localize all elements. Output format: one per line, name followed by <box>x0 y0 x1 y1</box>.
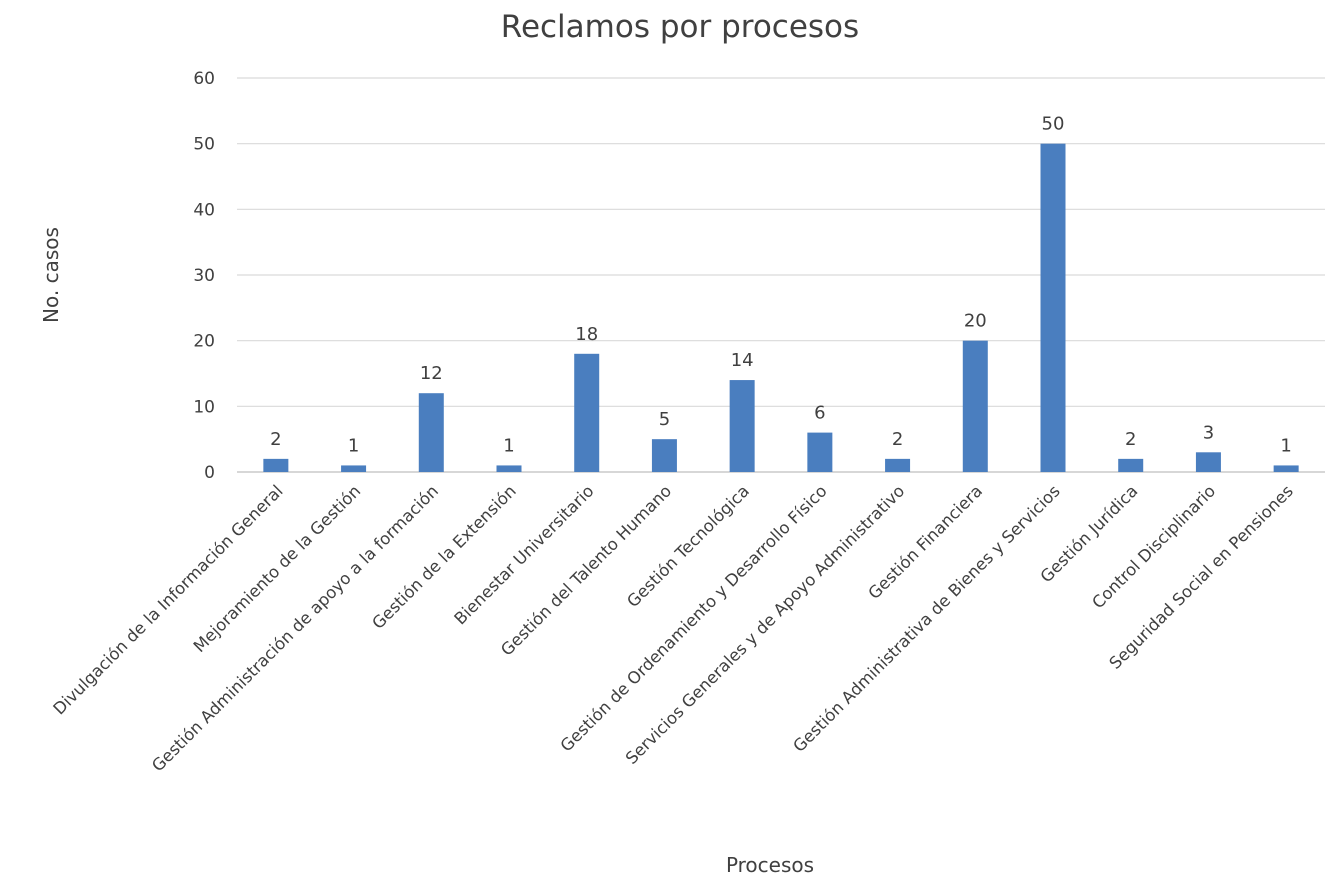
x-category-label: Gestión de Ordenamiento y Desarrollo Fís… <box>557 481 831 755</box>
y-tick-label: 40 <box>193 200 215 220</box>
data-label: 2 <box>1125 429 1136 450</box>
data-label: 14 <box>731 350 754 371</box>
data-label: 50 <box>1042 114 1065 135</box>
data-label: 1 <box>1280 435 1291 456</box>
gridlines <box>237 77 1325 473</box>
bar <box>341 465 367 472</box>
bar <box>651 439 677 472</box>
data-label: 2 <box>270 429 281 450</box>
x-category-label: Gestión del Talento Humano <box>497 481 675 659</box>
bar <box>1273 465 1299 472</box>
bar <box>574 353 600 472</box>
y-axis-title: No. casos <box>39 227 63 323</box>
data-label: 1 <box>503 435 514 456</box>
data-label: 5 <box>659 409 670 430</box>
bar <box>263 458 289 472</box>
y-tick-label: 30 <box>193 266 215 286</box>
data-label: 3 <box>1203 422 1214 443</box>
data-labels: 2 1 12 1 18 5 14 6 2 20 50 2 3 1 <box>270 114 1292 457</box>
x-category-label: Servicios Generales y de Apoyo Administr… <box>622 481 909 768</box>
data-label: 20 <box>964 311 987 332</box>
y-tick-label: 20 <box>193 332 215 352</box>
x-category-label: Bienestar Universitario <box>451 481 598 628</box>
y-tick-label: 60 <box>193 69 215 89</box>
bar <box>1118 458 1144 472</box>
x-axis-categories: Divulgación de la Información GeneralMej… <box>50 481 1297 775</box>
data-label: 6 <box>814 403 825 424</box>
x-category-label: Gestión Administrativa de Bienes y Servi… <box>789 481 1063 755</box>
bar <box>729 380 755 472</box>
y-axis-ticks: 0 10 20 30 40 50 60 <box>193 69 215 483</box>
bar <box>807 432 833 472</box>
bar <box>418 393 444 472</box>
y-tick-label: 10 <box>193 397 215 417</box>
x-category-label: Gestión de la Extensión <box>368 481 519 632</box>
x-axis-title: Procesos <box>726 853 814 877</box>
data-label: 12 <box>420 363 443 384</box>
data-label: 1 <box>348 435 359 456</box>
bars <box>263 143 1299 472</box>
y-tick-label: 50 <box>193 135 215 155</box>
y-tick-label: 0 <box>204 463 215 483</box>
bar <box>1195 452 1221 472</box>
x-category-label: Gestión Administración de apoyo a la for… <box>148 481 442 775</box>
x-category-label: Mejoramiento de la Gestión <box>190 481 365 656</box>
bar <box>962 340 988 472</box>
bar <box>496 465 522 472</box>
bar <box>885 458 911 472</box>
data-label: 2 <box>892 429 903 450</box>
chart-title: Reclamos por procesos <box>501 9 859 45</box>
data-label: 18 <box>575 324 598 345</box>
bar <box>1040 143 1066 472</box>
